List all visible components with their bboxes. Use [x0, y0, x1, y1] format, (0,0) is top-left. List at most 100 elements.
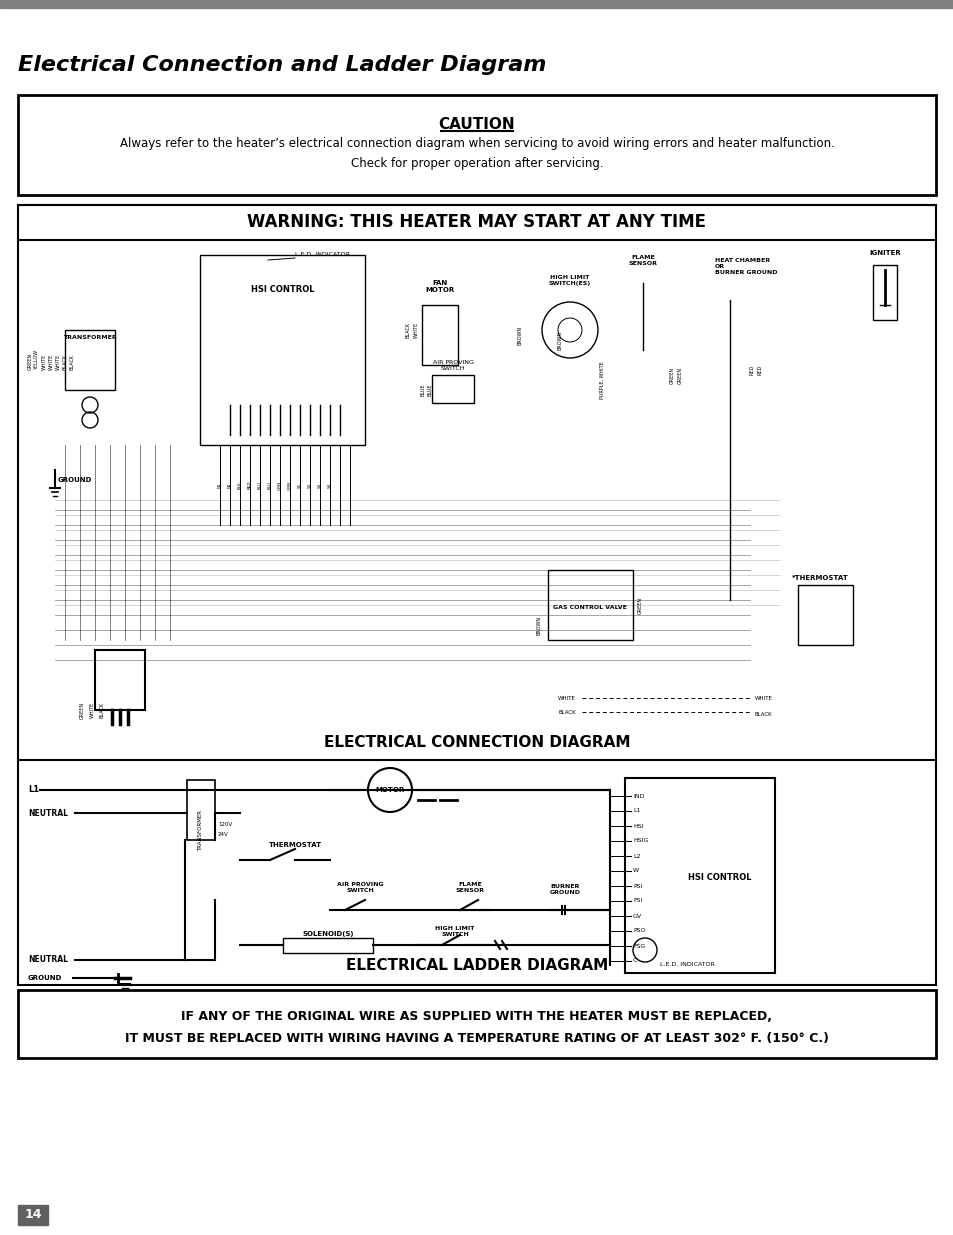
Text: C: C — [633, 958, 637, 963]
Text: L.E.D. INDICATOR: L.E.D. INDICATOR — [294, 252, 350, 257]
Text: FAN
MOTOR: FAN MOTOR — [425, 280, 455, 293]
Text: AIR PROVING
SWITCH: AIR PROVING SWITCH — [432, 359, 473, 370]
Text: WHITE: WHITE — [413, 322, 418, 338]
Text: GREEN: GREEN — [669, 367, 674, 384]
Text: FSI: FSI — [633, 899, 641, 904]
Text: WHITE: WHITE — [49, 353, 53, 370]
Text: GREEN: GREEN — [79, 701, 85, 719]
Text: BLACK: BLACK — [405, 322, 410, 338]
Bar — [283, 939, 373, 953]
Text: BROWN: BROWN — [557, 331, 562, 350]
Bar — [432, 375, 474, 403]
Text: L1: L1 — [28, 785, 39, 794]
Text: GREEN: GREEN — [28, 353, 32, 370]
Text: THERMOSTAT: THERMOSTAT — [268, 842, 321, 848]
Text: L1: L1 — [633, 809, 639, 814]
Text: GREEN: GREEN — [638, 597, 642, 614]
Text: N1: N1 — [218, 482, 222, 488]
Text: IGNITER: IGNITER — [868, 249, 900, 256]
Text: GV: GV — [633, 914, 641, 919]
Text: GREEN: GREEN — [677, 367, 681, 384]
Text: PURPLE, WHITE: PURPLE, WHITE — [598, 361, 604, 399]
Text: HIGH LIMIT
SWITCH(ES): HIGH LIMIT SWITCH(ES) — [548, 275, 591, 285]
Text: Check for proper operation after servicing.: Check for proper operation after servici… — [351, 157, 602, 170]
Bar — [872, 266, 896, 320]
Bar — [797, 585, 852, 645]
Text: HEAT CHAMBER
OR
BURNER GROUND: HEAT CHAMBER OR BURNER GROUND — [714, 258, 777, 274]
Text: L2: L2 — [633, 853, 639, 858]
Text: BLK: BLK — [237, 482, 242, 489]
Text: IT MUST BE REPLACED WITH WIRING HAVING A TEMPERATURE RATING OF AT LEAST 302° F. : IT MUST BE REPLACED WITH WIRING HAVING A… — [125, 1032, 828, 1045]
Text: N2: N2 — [228, 482, 232, 488]
Text: BLACK: BLACK — [70, 354, 74, 370]
Text: WHITE: WHITE — [754, 695, 772, 700]
Text: BROWN: BROWN — [537, 615, 541, 635]
Text: RED: RED — [749, 364, 754, 375]
Text: 120V: 120V — [218, 823, 232, 827]
Text: BLACK: BLACK — [754, 713, 772, 718]
Bar — [624, 778, 774, 973]
Text: GRN: GRN — [288, 480, 292, 489]
Bar — [95, 650, 145, 710]
Text: 14: 14 — [24, 1209, 42, 1221]
Text: FSG: FSG — [633, 944, 644, 948]
Text: GROUND: GROUND — [28, 974, 62, 981]
Text: WARNING: THIS HEATER MAY START AT ANY TIME: WARNING: THIS HEATER MAY START AT ANY TI… — [247, 212, 706, 231]
Text: BROWN: BROWN — [517, 326, 522, 345]
Text: WHITE: WHITE — [55, 353, 60, 370]
Text: GAS CONTROL VALVE: GAS CONTROL VALVE — [553, 605, 626, 610]
Bar — [0, 0, 953, 7]
Text: S4: S4 — [328, 483, 332, 488]
Text: BLUE: BLUE — [427, 384, 432, 396]
Text: L.E.D. INDICATOR: L.E.D. INDICATOR — [659, 962, 714, 967]
Text: BLACK: BLACK — [558, 709, 576, 715]
Text: BLACK: BLACK — [63, 354, 68, 370]
Bar — [18, 95, 935, 195]
Text: AIR PROVING
SWITCH: AIR PROVING SWITCH — [336, 882, 383, 893]
Text: S2: S2 — [308, 483, 312, 488]
Bar — [200, 254, 365, 445]
Text: WHITE: WHITE — [42, 353, 47, 370]
Text: PSI: PSI — [633, 883, 641, 888]
Text: BLU: BLU — [257, 482, 262, 489]
Text: HSI CONTROL: HSI CONTROL — [687, 873, 751, 883]
Text: IND: IND — [633, 794, 644, 799]
Text: NEUTRAL: NEUTRAL — [28, 956, 68, 965]
Text: HSIG: HSIG — [633, 839, 648, 844]
Bar — [18, 205, 935, 986]
Text: 24V: 24V — [218, 832, 229, 837]
Text: TRANSFORMER: TRANSFORMER — [63, 335, 117, 340]
Text: TRANSFORMER: TRANSFORMER — [198, 810, 203, 851]
Text: Always refer to the heater’s electrical connection diagram when servicing to avo: Always refer to the heater’s electrical … — [119, 137, 834, 149]
Text: FLAME
SENSOR: FLAME SENSOR — [455, 882, 484, 893]
Text: W: W — [633, 868, 639, 873]
Bar — [18, 990, 935, 1058]
Bar — [547, 571, 633, 640]
Text: WHITE: WHITE — [558, 695, 576, 700]
Text: PSO: PSO — [633, 929, 645, 934]
Text: BLACK: BLACK — [99, 701, 105, 718]
Bar — [65, 330, 115, 390]
Text: RED: RED — [757, 364, 761, 375]
Text: *THERMOSTAT: *THERMOSTAT — [791, 576, 848, 580]
Text: BURNER
GROUND: BURNER GROUND — [549, 884, 579, 895]
Text: GRN: GRN — [277, 480, 282, 489]
Text: BLU: BLU — [268, 482, 272, 489]
Text: CAUTION: CAUTION — [438, 117, 515, 132]
Text: GROUND: GROUND — [58, 477, 92, 483]
Text: WHITE: WHITE — [90, 701, 94, 718]
Bar — [187, 781, 214, 840]
Text: Electrical Connection and Ladder Diagram: Electrical Connection and Ladder Diagram — [18, 56, 546, 75]
Text: YELLOW: YELLOW — [34, 350, 39, 370]
Text: MOTOR: MOTOR — [375, 787, 404, 793]
Text: IF ANY OF THE ORIGINAL WIRE AS SUPPLIED WITH THE HEATER MUST BE REPLACED,: IF ANY OF THE ORIGINAL WIRE AS SUPPLIED … — [181, 1010, 772, 1023]
Text: HSI: HSI — [633, 824, 643, 829]
Text: ELECTRICAL LADDER DIAGRAM: ELECTRICAL LADDER DIAGRAM — [346, 958, 607, 973]
Bar — [421, 305, 457, 366]
Bar — [18, 1205, 48, 1225]
Text: ELECTRICAL CONNECTION DIAGRAM: ELECTRICAL CONNECTION DIAGRAM — [323, 735, 630, 750]
Text: S1: S1 — [297, 483, 302, 488]
Text: RED: RED — [248, 480, 252, 489]
Text: BLUE: BLUE — [420, 384, 425, 396]
Text: NEUTRAL: NEUTRAL — [28, 809, 68, 818]
